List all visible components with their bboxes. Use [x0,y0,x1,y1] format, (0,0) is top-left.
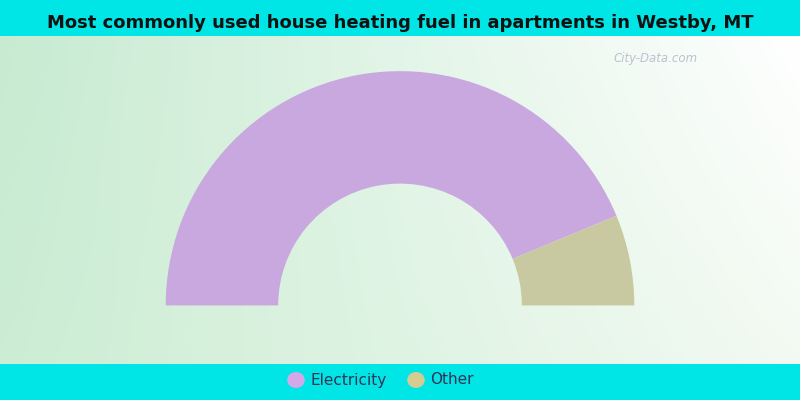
Text: City-Data.com: City-Data.com [613,52,698,66]
Ellipse shape [407,372,425,388]
Text: Other: Other [430,372,474,388]
Text: Most commonly used house heating fuel in apartments in Westby, MT: Most commonly used house heating fuel in… [46,14,754,32]
Ellipse shape [287,372,305,388]
Wedge shape [513,216,634,306]
Text: Electricity: Electricity [310,372,386,388]
Wedge shape [166,71,617,306]
